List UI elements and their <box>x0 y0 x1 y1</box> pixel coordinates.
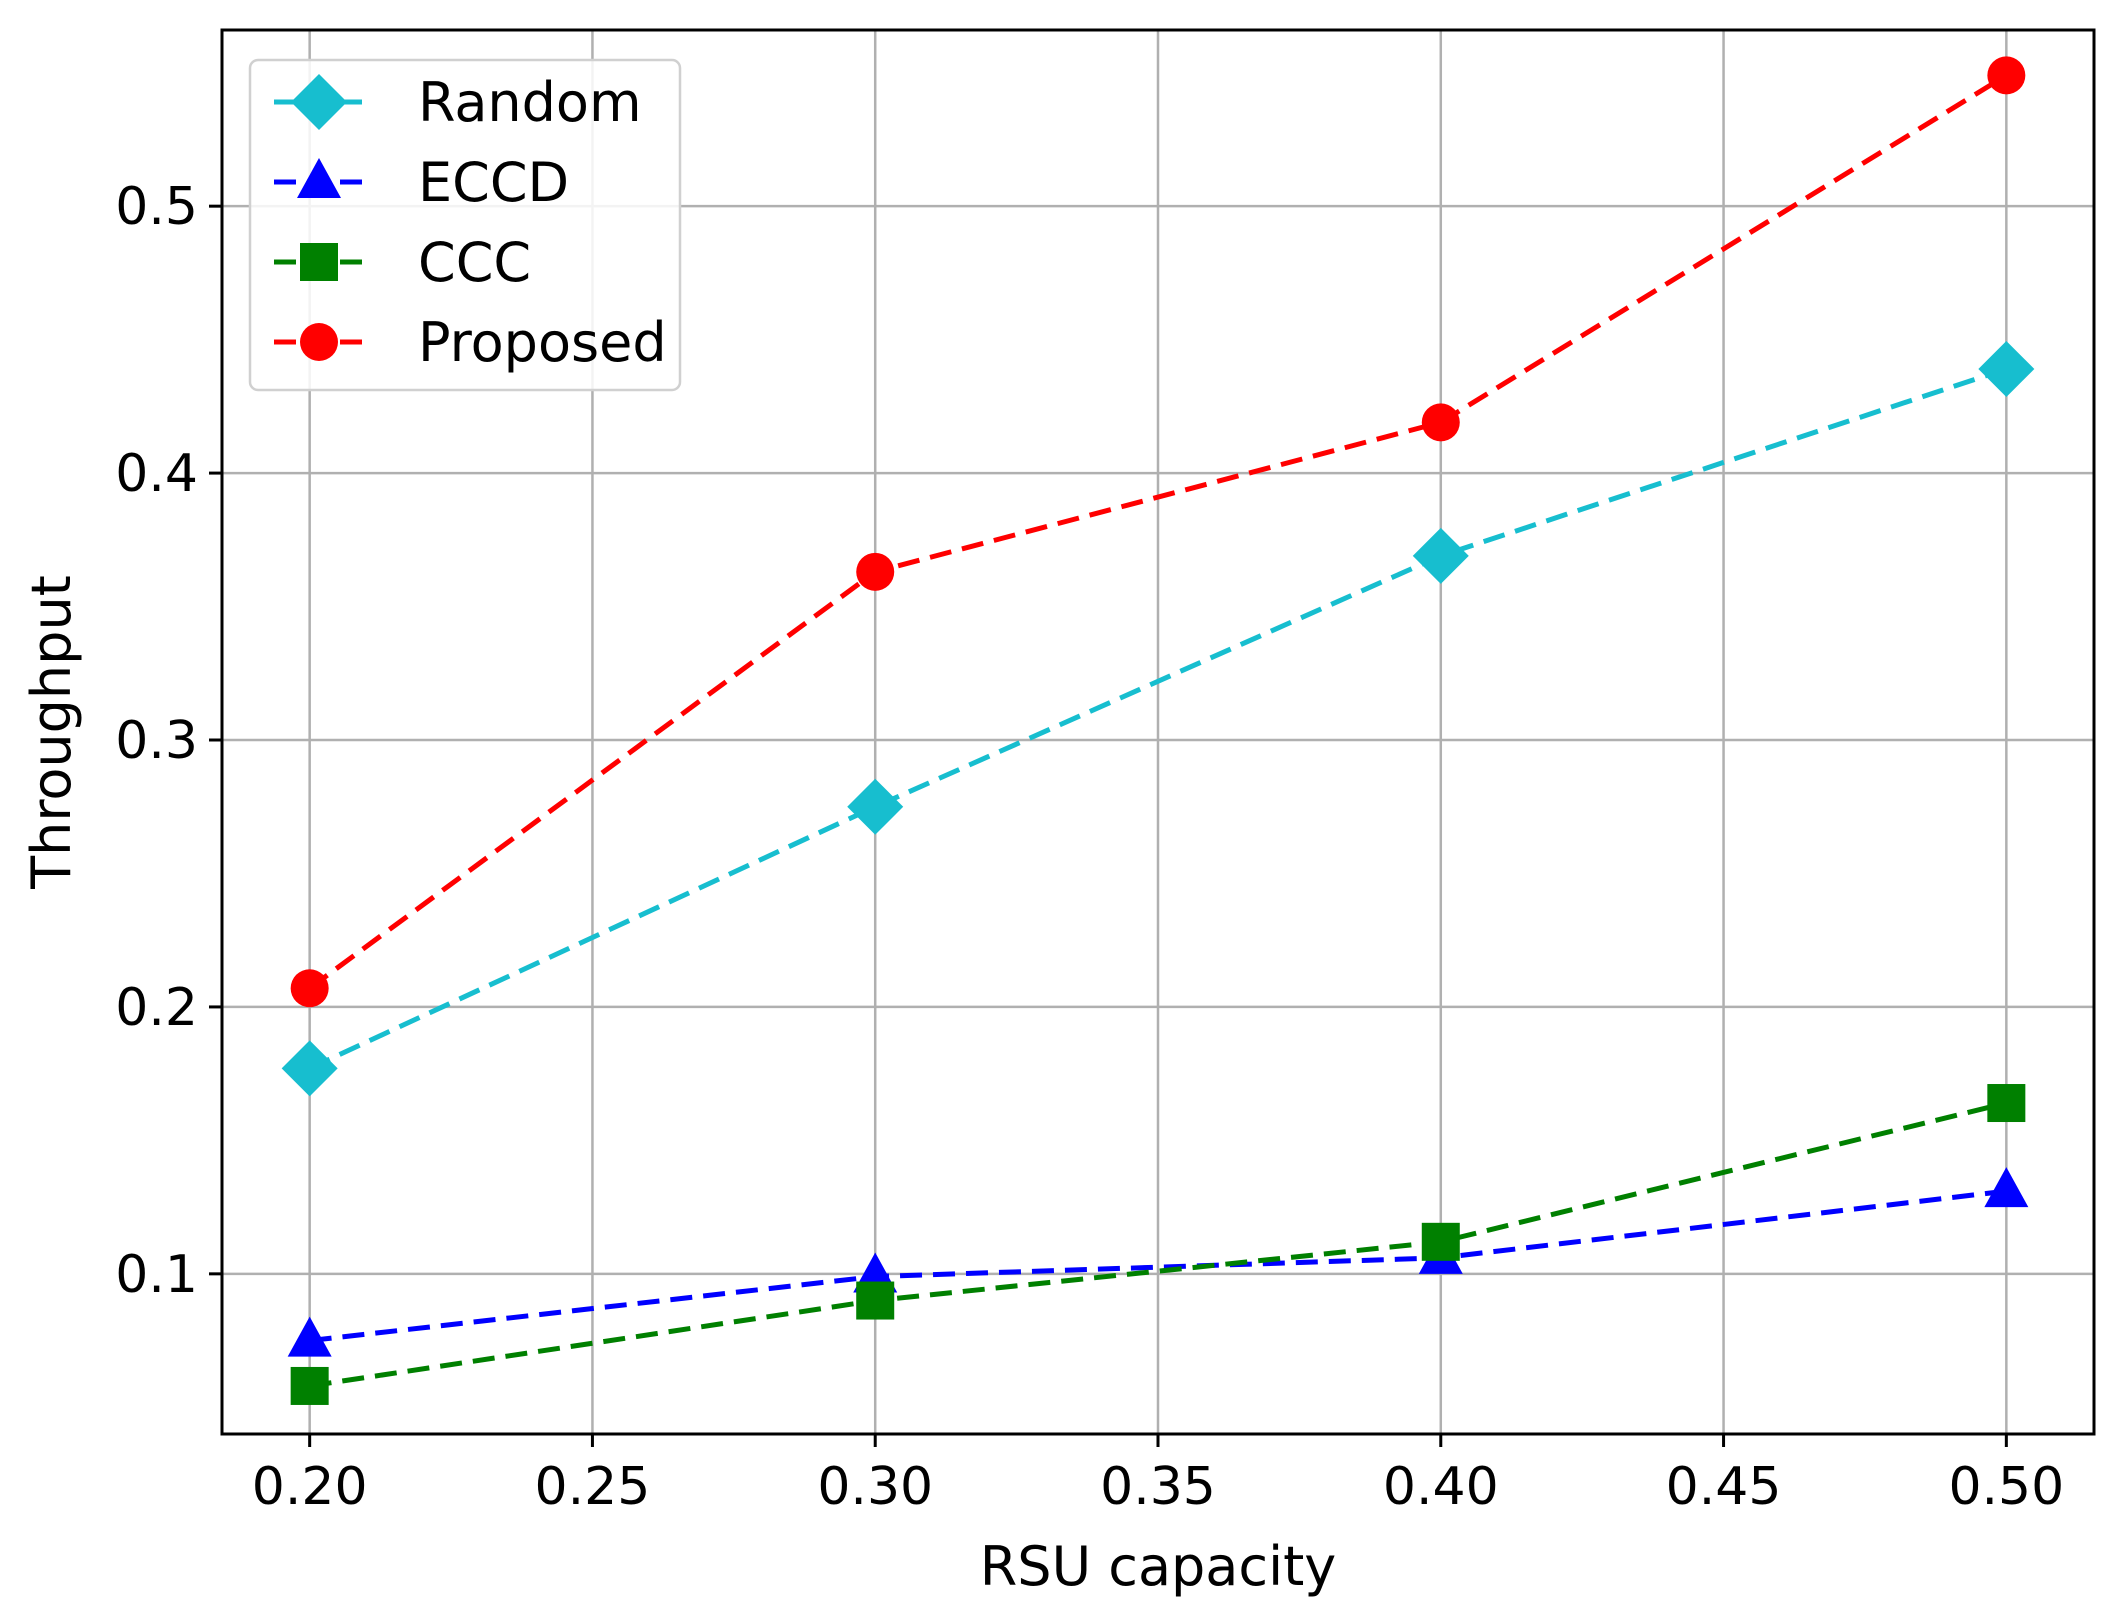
legend-item-random: Random <box>274 71 642 134</box>
legend-label-proposed: Proposed <box>418 311 667 374</box>
series-random <box>281 340 2035 1097</box>
x-tick-label: 0.25 <box>535 1457 651 1517</box>
data-point-ccc <box>1987 1084 2026 1123</box>
y-tick-label: 0.4 <box>115 444 198 504</box>
legend-marker-eccd <box>297 158 341 198</box>
data-point-proposed <box>1987 56 2026 95</box>
y-tick-label: 0.2 <box>115 978 198 1038</box>
data-point-ccc <box>290 1366 329 1405</box>
legend-marker-proposed <box>300 323 338 361</box>
series-layer <box>281 56 2035 1405</box>
data-point-proposed <box>856 552 895 591</box>
legend-item-proposed: Proposed <box>274 311 667 374</box>
x-tick-label: 0.20 <box>252 1457 368 1517</box>
data-point-random <box>847 778 904 835</box>
legend-item-eccd: ECCD <box>274 151 569 214</box>
data-point-random <box>281 1040 338 1097</box>
legend-label-ccc: CCC <box>418 231 531 294</box>
data-point-eccd <box>287 1316 332 1357</box>
x-tick-label: 0.50 <box>1948 1457 2064 1517</box>
series-line-proposed <box>308 73 2008 991</box>
y-tick-label: 0.5 <box>115 177 198 237</box>
data-point-random <box>1978 340 2035 397</box>
grid <box>222 30 2094 1434</box>
series-line-random <box>308 366 2008 1071</box>
series-line-ccc <box>309 1100 2007 1389</box>
series-proposed <box>290 56 2026 1008</box>
legend-marker-ccc <box>300 243 338 281</box>
x-tick-label: 0.30 <box>817 1457 933 1517</box>
data-point-ccc <box>856 1281 895 1320</box>
data-point-eccd <box>1984 1167 2029 1208</box>
data-point-proposed <box>290 969 329 1008</box>
legend-box <box>248 58 682 392</box>
legend-label-random: Random <box>418 71 642 134</box>
legend-item-ccc: CCC <box>274 231 531 294</box>
y-tick-label: 0.3 <box>115 711 198 771</box>
x-axis-label: RSU capacity <box>980 1535 1336 1598</box>
y-axis-label: Throughput <box>20 575 83 890</box>
legend-marker-random <box>291 74 347 130</box>
series-ccc <box>290 1084 2026 1405</box>
series-line-eccd <box>309 1188 2007 1344</box>
data-point-ccc <box>1421 1222 1460 1261</box>
y-tick-label: 0.1 <box>115 1245 198 1305</box>
x-tick-label: 0.45 <box>1666 1457 1782 1517</box>
data-point-random <box>1412 527 1469 584</box>
ticks-layer: 0.20 0.25 0.30 0.35 0.40 0.45 0.50 0.1 0.2 0.3 0.4… <box>115 177 2064 1517</box>
x-tick-label: 0.35 <box>1100 1457 1216 1517</box>
x-tick-label: 0.40 <box>1383 1457 1499 1517</box>
legend: Random ECCD CCC Proposed <box>248 58 682 392</box>
data-point-proposed <box>1421 403 1460 442</box>
legend-label-eccd: ECCD <box>418 151 569 214</box>
